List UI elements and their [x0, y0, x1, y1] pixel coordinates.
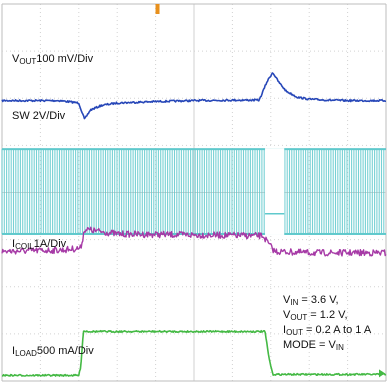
ground-marker-icon	[379, 369, 385, 377]
trigger-marker-icon	[156, 4, 160, 14]
sw-trace-gap	[265, 148, 284, 235]
sw-trace-switching-band	[2, 149, 384, 234]
condition-vout: VOUT = 1.2 V,	[283, 308, 371, 323]
sw-channel-label: SW 2V/Div	[12, 110, 65, 123]
test-conditions-annotation: VIN = 3.6 V, VOUT = 1.2 V, IOUT = 0.2 A …	[283, 293, 371, 353]
condition-iout: IOUT = 0.2 A to 1 A	[283, 323, 371, 338]
sw-idle-window	[265, 148, 284, 235]
vout-channel-label: VOUT100 mV/Div	[12, 53, 93, 66]
iload-channel-label: ILOAD500 mA/Div	[12, 345, 94, 358]
condition-mode: MODE = VIN	[283, 338, 371, 353]
icoil-channel-label: ICOIL1A/Div	[12, 238, 66, 251]
condition-vin: VIN = 3.6 V,	[283, 293, 371, 308]
